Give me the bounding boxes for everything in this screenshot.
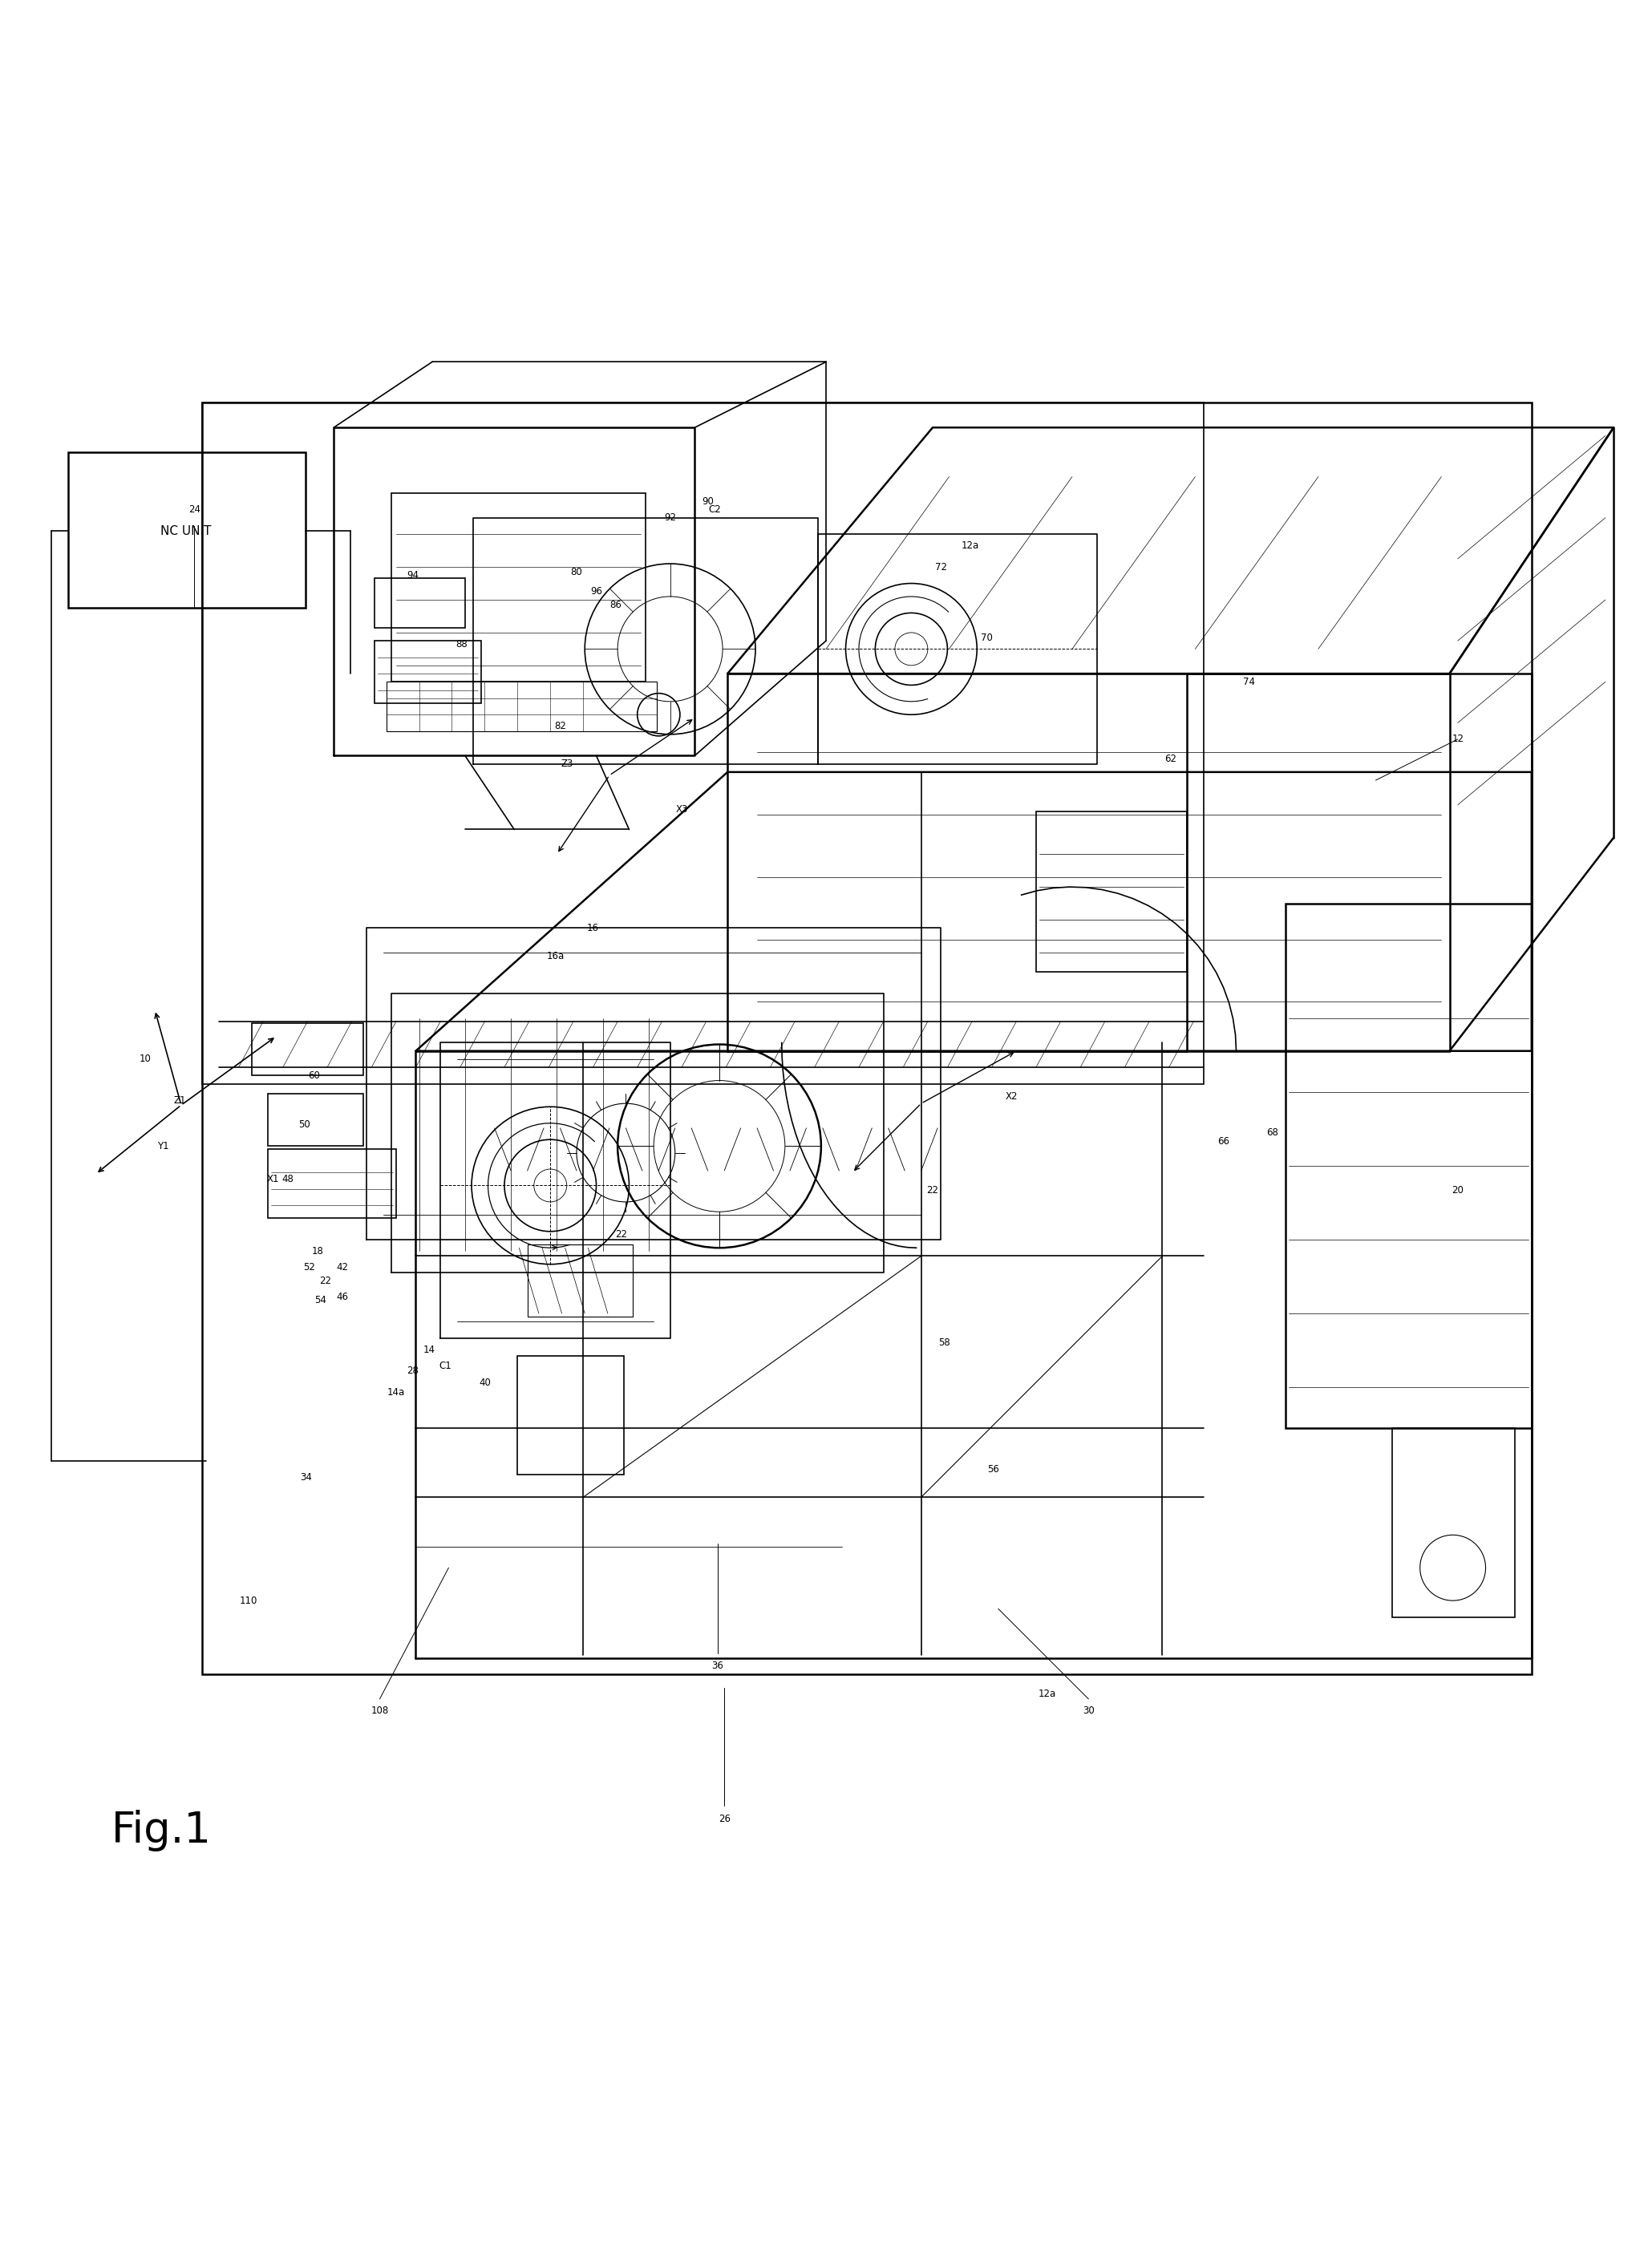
Text: 96: 96 [590, 587, 603, 596]
Text: 22: 22 [927, 1185, 938, 1196]
Text: 40: 40 [479, 1378, 491, 1387]
Text: 14a: 14a [387, 1387, 405, 1398]
Bar [268, 1094, 363, 1147]
Text: 12a: 12a [1039, 1688, 1056, 1700]
Text: 26: 26 [719, 1813, 730, 1824]
Text: 72: 72 [935, 562, 947, 573]
Bar [1036, 811, 1188, 972]
Text: X3: X3 [676, 804, 687, 816]
Text: 18: 18 [311, 1246, 324, 1255]
Text: 10: 10 [139, 1054, 150, 1065]
Text: 90: 90 [702, 496, 714, 508]
Bar [1393, 1428, 1515, 1618]
Text: X2: X2 [1004, 1092, 1018, 1101]
Text: 82: 82 [553, 721, 567, 732]
Text: 30: 30 [1082, 1706, 1095, 1715]
Bar [375, 578, 464, 628]
Text: 80: 80 [570, 566, 583, 578]
Text: 50: 50 [299, 1119, 311, 1131]
Text: 86: 86 [610, 600, 621, 610]
Text: 62: 62 [1165, 755, 1176, 764]
Text: 94: 94 [406, 571, 418, 580]
Text: 28: 28 [406, 1366, 418, 1375]
Text: 24: 24 [188, 505, 200, 514]
Text: Y1: Y1 [157, 1140, 169, 1151]
Text: NC UNIT: NC UNIT [160, 526, 211, 537]
Text: Z1: Z1 [173, 1094, 185, 1106]
Text: 14: 14 [423, 1344, 434, 1355]
Text: 68: 68 [1267, 1128, 1279, 1138]
Text: Fig.1: Fig.1 [111, 1811, 211, 1851]
Text: Z3: Z3 [560, 759, 573, 768]
Bar [268, 1149, 396, 1219]
Bar [251, 1022, 363, 1076]
Text: 110: 110 [240, 1595, 258, 1607]
Bar [203, 403, 1203, 1083]
Text: 56: 56 [988, 1464, 999, 1475]
Text: 22: 22 [615, 1230, 626, 1240]
Text: C1: C1 [439, 1362, 451, 1371]
Text: 12a: 12a [961, 539, 980, 551]
Text: 92: 92 [664, 512, 676, 523]
Bar [392, 494, 646, 682]
Bar [68, 453, 306, 607]
Text: 54: 54 [314, 1296, 327, 1305]
Text: 16a: 16a [547, 952, 565, 961]
Bar [203, 403, 1531, 1675]
Text: 36: 36 [712, 1661, 724, 1672]
Bar [517, 1355, 624, 1475]
Bar [375, 641, 481, 702]
Text: 20: 20 [1452, 1185, 1464, 1196]
Text: 58: 58 [938, 1337, 950, 1348]
Text: C2: C2 [709, 505, 720, 514]
Text: 46: 46 [335, 1292, 349, 1303]
Text: 42: 42 [335, 1262, 349, 1273]
Text: 108: 108 [370, 1706, 388, 1715]
Text: 60: 60 [307, 1070, 320, 1081]
Text: 70: 70 [981, 632, 993, 644]
Text: 52: 52 [304, 1262, 316, 1273]
Bar [387, 682, 657, 732]
Text: 66: 66 [1218, 1135, 1229, 1147]
Text: 12: 12 [1452, 734, 1464, 746]
Text: 88: 88 [456, 639, 468, 650]
Text: 74: 74 [1244, 678, 1256, 687]
Text: 34: 34 [301, 1473, 312, 1482]
Text: X1: X1 [268, 1174, 279, 1185]
Text: 22: 22 [319, 1276, 332, 1285]
Bar [1285, 904, 1531, 1428]
Text: 48: 48 [282, 1174, 294, 1185]
Text: 16: 16 [586, 922, 600, 934]
